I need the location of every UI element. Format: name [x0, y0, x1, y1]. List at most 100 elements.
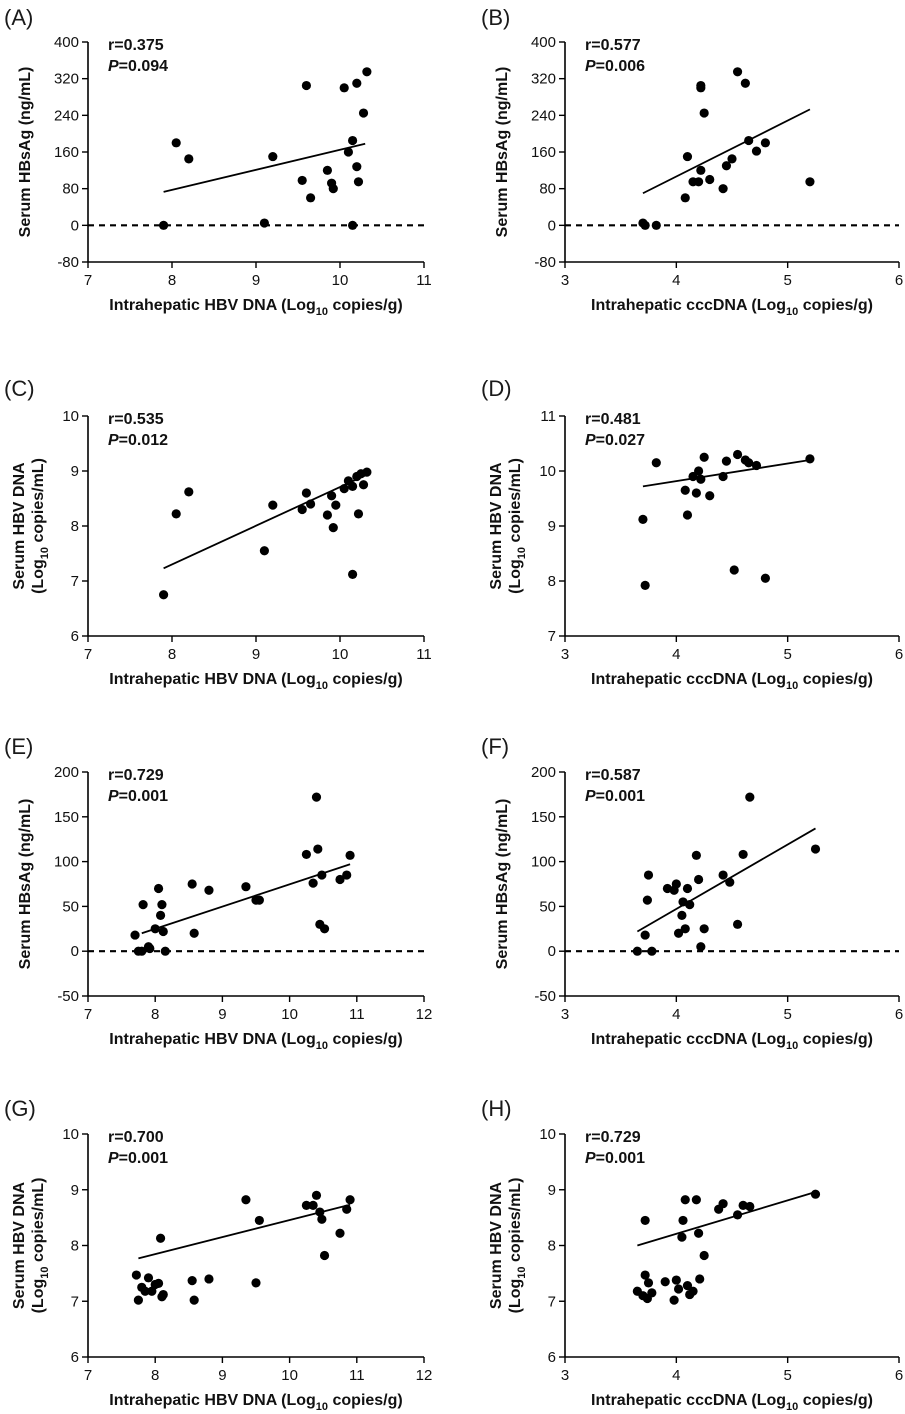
y-axis-title-line2: (Log10 copies/mL): [507, 1178, 528, 1314]
panel-label: (C): [4, 376, 35, 401]
y-tick-label: -50: [534, 988, 556, 1005]
y-tick-label: 320: [54, 71, 79, 88]
data-point: [732, 919, 743, 929]
y-axis-title-line2: (Log10 copies/mL): [30, 1178, 51, 1314]
data-point: [718, 870, 728, 880]
data-point: [254, 895, 264, 905]
data-point: [159, 220, 169, 230]
x-axis-title-tail: copies/g): [328, 1031, 403, 1048]
data-point: [353, 509, 364, 519]
panel-h: (H) 6 7 8 9 10 3 4 5 6 r=0.729 P=0.001 Intrahepatic …: [481, 1096, 903, 1413]
y-tick-label: 50: [62, 898, 79, 915]
data-point: [727, 154, 737, 164]
x-tick-label: 7: [84, 646, 92, 663]
y-axis-title-tail: copies/mL): [30, 1178, 47, 1267]
data-point: [671, 1275, 681, 1285]
y-tick-label: 240: [54, 107, 79, 124]
data-point: [322, 510, 332, 520]
p-symbol: P: [108, 788, 119, 805]
data-point: [660, 1277, 670, 1287]
y-tick-label: 400: [54, 34, 79, 51]
y-tick-label: 150: [531, 809, 556, 826]
x-tick-label: 9: [218, 1006, 226, 1023]
y-tick-label: 8: [71, 1238, 79, 1255]
data-point: [160, 946, 170, 956]
regression-line: [642, 459, 811, 488]
y-tick-label: 6: [71, 628, 79, 645]
y-axis-title-subscript: 10: [516, 1267, 528, 1279]
data-point: [696, 474, 706, 484]
x-axis-title: Intrahepatic HBV DNA (Log10 copies/g): [109, 297, 402, 318]
data-point: [345, 850, 355, 860]
data-point: [138, 900, 148, 910]
y-axis-title-subscript: 10: [39, 1267, 51, 1279]
data-point: [187, 1276, 197, 1286]
data-point: [342, 870, 352, 880]
data-point: [171, 509, 181, 519]
x-axis-title: Intrahepatic HBV DNA (Log10 copies/g): [109, 1392, 402, 1413]
y-tick-label: 160: [54, 144, 79, 161]
data-point: [313, 844, 323, 854]
data-point: [738, 849, 748, 860]
data-point: [638, 514, 648, 525]
data-point: [358, 480, 369, 490]
y-tick-label: 10: [62, 408, 79, 425]
panel-label: (E): [4, 734, 33, 759]
y-tick-label: 10: [62, 1126, 79, 1143]
data-point: [673, 928, 684, 938]
x-tick-label: 4: [672, 1367, 680, 1384]
data-point: [647, 1288, 657, 1298]
r-value: r=0.577: [585, 37, 641, 54]
data-point: [682, 1281, 693, 1291]
panel-label: (B): [481, 5, 510, 30]
data-point: [153, 883, 164, 894]
data-point: [204, 885, 214, 895]
p-value: P=0.001: [585, 788, 645, 805]
p-value: P=0.012: [108, 432, 168, 449]
data-point: [171, 138, 181, 148]
data-point: [699, 108, 709, 118]
x-tick-label: 4: [672, 1006, 680, 1023]
x-tick-label: 9: [252, 272, 260, 289]
data-point: [259, 546, 269, 556]
data-point: [740, 78, 750, 88]
data-point: [352, 162, 362, 172]
data-point: [680, 924, 690, 934]
y-tick-label: 7: [548, 628, 556, 645]
data-point: [327, 491, 337, 501]
data-point: [311, 792, 322, 802]
data-point: [297, 175, 307, 186]
y-axis-title-main: (Log: [30, 559, 47, 594]
x-tick-label: 5: [783, 1006, 791, 1023]
p-value-number: =0.027: [596, 432, 645, 449]
y-tick-label: 80: [62, 181, 79, 198]
panel-label: (A): [4, 5, 33, 30]
data-point: [680, 485, 690, 495]
data-point: [760, 573, 771, 583]
y-axis-title-main: (Log: [507, 559, 524, 594]
x-axis-title-main: Intrahepatic cccDNA (Log: [591, 671, 786, 688]
p-value-number: =0.001: [596, 788, 645, 805]
y-tick-label: 7: [71, 573, 79, 590]
data-point: [732, 1210, 743, 1220]
x-tick-label: 9: [252, 646, 260, 663]
data-point: [306, 193, 316, 203]
x-tick-label: 6: [895, 646, 903, 663]
data-point: [348, 135, 358, 146]
data-point: [345, 1195, 355, 1205]
data-point: [259, 218, 269, 228]
data-point: [696, 83, 706, 93]
data-point: [695, 1274, 705, 1284]
panel-b: (B) -80 0 80 160 240 320 400 3 4 5 6 r=0.577 P=0.006 I…: [481, 5, 903, 318]
p-value: P=0.001: [108, 788, 168, 805]
data-point: [643, 1278, 654, 1288]
data-point: [342, 1204, 352, 1214]
x-axis-title-main: Intrahepatic HBV DNA (Log: [109, 297, 316, 314]
panel-e: (E) -50 0 50 100 150 200 7 8 9 10 11 12 r=0.729 P=0.00…: [4, 734, 432, 1052]
x-tick-label: 6: [895, 1006, 903, 1023]
x-axis-title-tail: copies/g): [328, 297, 403, 314]
data-point: [343, 147, 353, 157]
y-tick-label: 200: [54, 764, 79, 781]
regression-line: [642, 108, 811, 195]
